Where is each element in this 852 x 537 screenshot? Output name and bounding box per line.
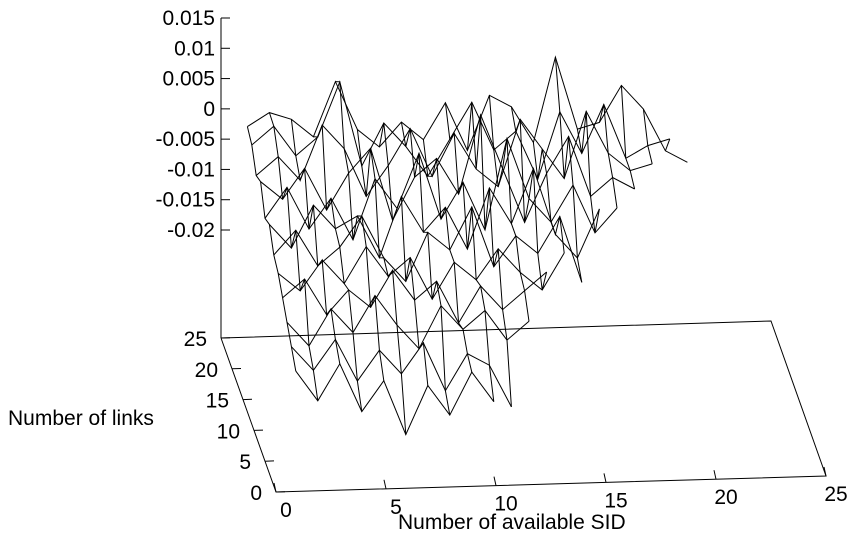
series-line bbox=[295, 362, 495, 436]
x-axis-ticks: 0 5 10 15 20 25 bbox=[273, 466, 848, 522]
column-line bbox=[422, 139, 473, 373]
y-tick-label: 10 bbox=[217, 420, 240, 443]
y-axis: 0 5 10 15 20 25 bbox=[184, 328, 286, 505]
y-tick-label: 0 bbox=[250, 482, 262, 505]
series-line bbox=[269, 166, 600, 259]
column-line bbox=[532, 142, 565, 254]
x-tick-mark bbox=[823, 466, 827, 477]
x-axis-label: Number of available SID bbox=[398, 511, 626, 534]
y-axis-ticks: 0 5 10 15 20 25 bbox=[184, 328, 286, 505]
column-line bbox=[642, 108, 653, 165]
z-tick-label: -0.02 bbox=[167, 219, 215, 242]
column-line bbox=[466, 102, 512, 407]
column-line bbox=[598, 104, 618, 209]
column-line bbox=[510, 106, 548, 291]
column-line bbox=[444, 102, 495, 402]
x-tick-label: 10 bbox=[494, 493, 517, 516]
x-tick-label: 0 bbox=[280, 499, 292, 522]
y-tick-label: 5 bbox=[239, 451, 251, 474]
column-line bbox=[664, 138, 671, 151]
series-line bbox=[260, 113, 635, 224]
column-line bbox=[290, 119, 341, 364]
column-line bbox=[400, 122, 451, 416]
column-line bbox=[488, 95, 530, 322]
column-line bbox=[356, 129, 407, 435]
column-line bbox=[335, 81, 385, 381]
x-tick-mark bbox=[603, 473, 607, 483]
x-tick-mark bbox=[713, 470, 717, 480]
z-tick-label: -0.005 bbox=[155, 128, 215, 151]
z-tick-label: 0 bbox=[203, 98, 215, 121]
column-line bbox=[246, 126, 297, 372]
column-line bbox=[554, 57, 583, 283]
column-line bbox=[576, 111, 600, 233]
column-line bbox=[268, 112, 319, 401]
z-tick-label: -0.01 bbox=[167, 158, 215, 181]
series-line bbox=[286, 294, 530, 350]
z-axis: 0.015 0.01 0.005 0 -0.005 -0.01 -0.015 -0.02 bbox=[155, 7, 230, 338]
data-series bbox=[246, 55, 688, 436]
x-tick-mark bbox=[273, 482, 277, 493]
x-tick-label: 25 bbox=[824, 483, 847, 506]
series-line bbox=[251, 80, 670, 181]
y-tick-label: 25 bbox=[184, 328, 207, 351]
z-tick-label: -0.015 bbox=[155, 189, 215, 212]
column-line bbox=[378, 122, 429, 386]
column-line bbox=[620, 85, 636, 190]
column-line bbox=[313, 124, 363, 412]
z-tick-label: 0.01 bbox=[174, 37, 215, 60]
x-tick-label: 20 bbox=[714, 486, 737, 509]
z-axis-ticks: 0.015 0.01 0.005 0 -0.005 -0.01 -0.015 -0.02 bbox=[155, 7, 230, 242]
y-tick-label: 15 bbox=[206, 390, 229, 413]
x-tick-label: 5 bbox=[390, 496, 402, 519]
series-line bbox=[277, 245, 565, 301]
y-axis-label: Number of links bbox=[8, 407, 154, 430]
series-line bbox=[255, 110, 653, 198]
x-tick-mark bbox=[493, 476, 497, 486]
y-tick-label: 20 bbox=[195, 359, 218, 382]
z-tick-label: 0.005 bbox=[162, 68, 215, 91]
base-plane-outline bbox=[220, 320, 827, 493]
z-tick-label: 0.015 bbox=[162, 7, 215, 30]
x-tick-mark bbox=[383, 479, 387, 489]
x-tick-label: 15 bbox=[604, 489, 627, 512]
base-plane bbox=[220, 320, 827, 493]
x-axis: 0 5 10 15 20 25 bbox=[273, 466, 848, 522]
